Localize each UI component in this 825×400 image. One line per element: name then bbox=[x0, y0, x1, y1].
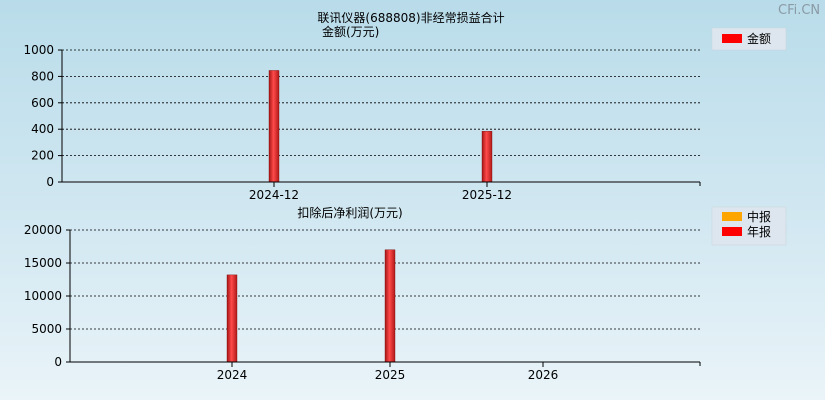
chart2-ytick-label: 20000 bbox=[24, 223, 62, 237]
chart1-ytick-label: 600 bbox=[31, 96, 54, 110]
chart-nonrecurring-items: 联讯仪器(688808)非经常损益合计 金额(万元) 0 200 400 600 800… bbox=[23, 10, 787, 202]
chart1-xtick-label: 2024-12 bbox=[249, 188, 299, 202]
chart1-ytick-label: 800 bbox=[31, 69, 54, 83]
chart2-xtick-label: 2026 bbox=[528, 368, 559, 382]
chart-net-profit-after-deduction: 扣除后净利润(万元) 0 5000 10000 15000 20000 2024 2025 2… bbox=[24, 205, 787, 382]
chart1-bar bbox=[268, 70, 280, 183]
chart1-ytick-label: 200 bbox=[31, 149, 54, 163]
chart1-title: 联讯仪器(688808)非经常损益合计 bbox=[317, 10, 504, 25]
legend-swatch-annual bbox=[722, 227, 742, 236]
watermark: CFi.CN bbox=[778, 3, 820, 18]
legend-label-interim: 中报 bbox=[747, 209, 771, 224]
chart1-ytick-label: 400 bbox=[31, 122, 54, 136]
chart1-legend-box bbox=[711, 27, 787, 51]
chart2-bar bbox=[226, 274, 238, 363]
chart2-bar bbox=[384, 249, 396, 363]
chart2-title: 扣除后净利润(万元) bbox=[297, 205, 402, 220]
chart2-xtick-label: 2024 bbox=[217, 368, 248, 382]
chart2-ytick-label: 10000 bbox=[24, 289, 62, 303]
chart1-xtick-label: 2025-12 bbox=[462, 188, 512, 202]
chart1-bar bbox=[481, 130, 493, 183]
chart2-ytick-label: 15000 bbox=[24, 256, 62, 270]
legend-label-annual: 年报 bbox=[747, 224, 771, 239]
chart2-ytick-label: 5000 bbox=[31, 322, 62, 336]
chart2-legend: 中报 年报 bbox=[711, 206, 787, 246]
chart1-legend: 金额 bbox=[711, 27, 787, 51]
chart1-ytick-label: 0 bbox=[46, 175, 54, 189]
legend-swatch-amount bbox=[722, 34, 742, 43]
legend-label-amount: 金额 bbox=[747, 31, 771, 46]
chart1-ytick-label: 1000 bbox=[23, 43, 54, 57]
legend-swatch-interim bbox=[722, 212, 742, 221]
chart2-xtick-label: 2025 bbox=[375, 368, 406, 382]
chart1-ylabel: 金额(万元) bbox=[322, 24, 379, 39]
chart2-ytick-label: 0 bbox=[54, 355, 62, 369]
